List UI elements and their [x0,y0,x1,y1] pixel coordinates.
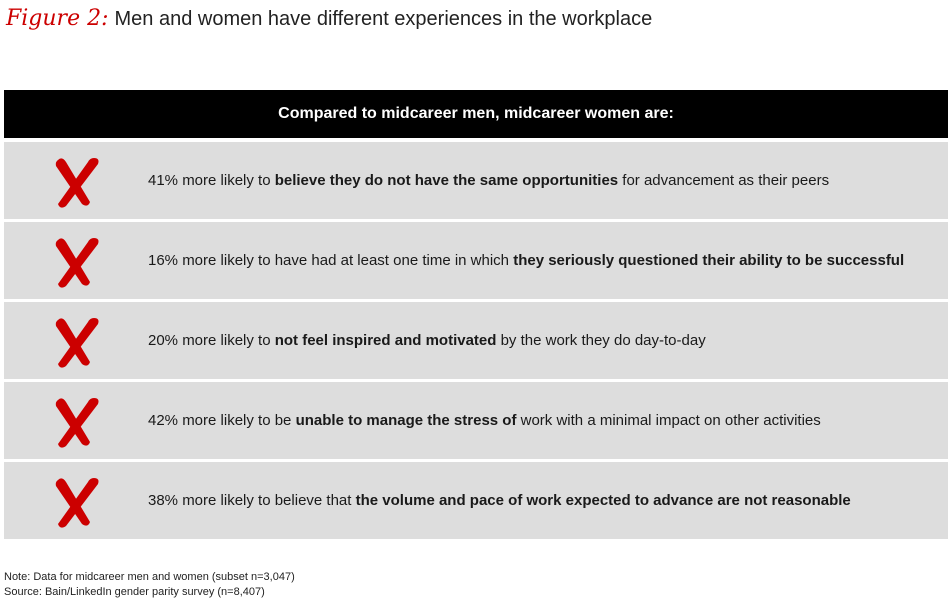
source-text: Source: Bain/LinkedIn gender parity surv… [4,586,265,598]
table-row: 41% more likely to believe they do not h… [4,142,948,219]
red-x-icon [4,232,148,290]
figure-notes: Note: Data for midcareer men and women (… [4,570,295,600]
table-row: 42% more likely to be unable to manage t… [4,382,948,459]
figure-label: Figure 2: [6,6,109,31]
row-text: 42% more likely to be unable to manage t… [148,412,821,429]
row-text: 38% more likely to believe that the volu… [148,492,851,509]
table-row: 20% more likely to not feel inspired and… [4,302,948,379]
figure-title: Figure 2: Men and women have different ex… [6,6,652,31]
table-header: Compared to midcareer men, midcareer wom… [4,90,948,138]
figure-title-text: Men and women have different experiences… [114,8,653,30]
table-row: 16% more likely to have had at least one… [4,222,948,299]
row-text: 20% more likely to not feel inspired and… [148,332,706,349]
red-x-icon [4,152,148,210]
red-x-icon [4,312,148,370]
note-text: Note: Data for midcareer men and women (… [4,571,295,583]
red-x-icon [4,472,148,530]
comparison-table: Compared to midcareer men, midcareer wom… [4,90,948,542]
red-x-icon [4,392,148,450]
row-text: 41% more likely to believe they do not h… [148,172,830,189]
table-row: 38% more likely to believe that the volu… [4,462,948,539]
row-text: 16% more likely to have had at least one… [148,252,905,269]
